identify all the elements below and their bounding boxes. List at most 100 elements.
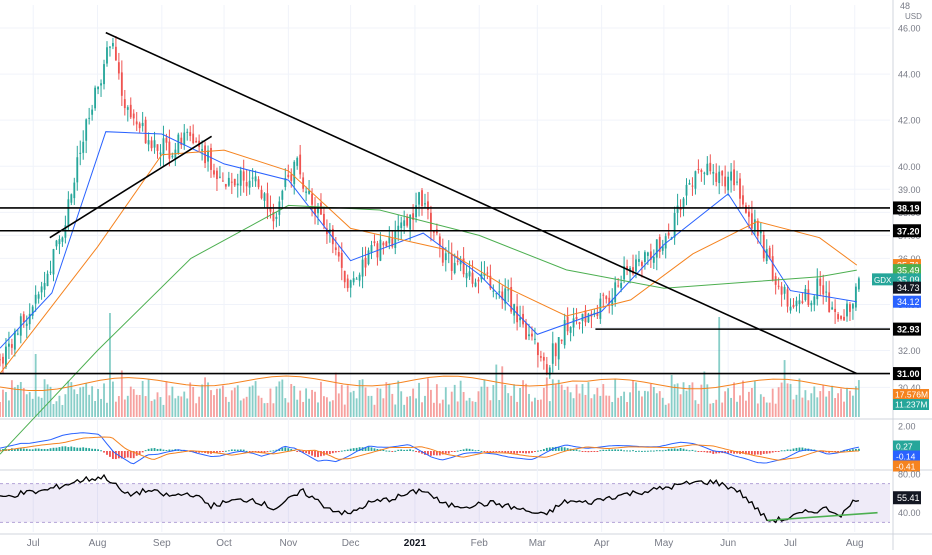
candle-body xyxy=(40,286,43,293)
candle-body xyxy=(224,184,227,187)
macd-histogram-bar xyxy=(789,449,792,451)
candle-body xyxy=(213,170,215,175)
volume-bar xyxy=(418,382,420,417)
candle-body xyxy=(123,99,126,109)
candle-body xyxy=(438,236,441,246)
volume-bar xyxy=(854,386,857,417)
macd-histogram-bar xyxy=(117,451,120,459)
volume-bar xyxy=(611,401,614,417)
volume-bar xyxy=(236,385,239,417)
volume-bar xyxy=(721,402,724,417)
volume-bar xyxy=(219,388,221,417)
macd-histogram-bar xyxy=(31,449,34,451)
candle-body xyxy=(418,192,420,205)
candle-body xyxy=(156,144,159,151)
candle-body xyxy=(849,304,851,312)
volume-bar xyxy=(658,391,661,417)
volume-bar xyxy=(263,403,266,417)
macd-label-box xyxy=(893,440,920,452)
volume-bar xyxy=(566,386,569,417)
macd-histogram-bar xyxy=(733,451,735,454)
macd-histogram-bar xyxy=(599,450,602,452)
volume-bar xyxy=(150,400,153,417)
macd-histogram-bar xyxy=(400,449,403,451)
volume-bar xyxy=(94,400,97,417)
candle-body xyxy=(691,185,694,187)
volume-bar xyxy=(554,383,557,417)
macd-histogram-bar xyxy=(296,451,299,452)
volume-bar xyxy=(103,383,105,417)
volume-bar xyxy=(525,383,527,417)
candle-body xyxy=(132,113,135,119)
macd-histogram-bar xyxy=(16,448,19,451)
macd-histogram-bar xyxy=(0,449,1,451)
macd-histogram-bar xyxy=(43,448,46,451)
volume-bar xyxy=(733,382,735,417)
candle-body xyxy=(510,286,513,312)
volume-bar xyxy=(171,386,174,417)
volume-bar xyxy=(578,393,581,417)
price-tick-label: 46.00 xyxy=(898,24,921,34)
volume-bar xyxy=(70,382,73,417)
candle-body xyxy=(733,169,735,186)
volume-bar xyxy=(599,395,602,417)
volume-bar xyxy=(649,383,652,417)
volume-bar xyxy=(528,393,530,417)
candle-body xyxy=(771,256,774,280)
symbol-tag-box xyxy=(872,273,893,286)
macd-histogram-bar xyxy=(649,450,652,452)
last-value-box xyxy=(893,264,921,277)
candle-body xyxy=(58,239,61,245)
volume-bar xyxy=(109,313,111,417)
macd-histogram-bar xyxy=(643,450,646,452)
volume-bar xyxy=(852,395,854,417)
volume-bar xyxy=(706,384,709,417)
candle-body xyxy=(168,141,171,159)
volume-bar xyxy=(694,400,697,417)
macd-histogram-bar xyxy=(801,447,804,451)
macd-histogram-bar xyxy=(786,449,789,451)
candle-body xyxy=(685,184,688,196)
macd-histogram-bar xyxy=(456,450,459,452)
macd-histogram-bar xyxy=(153,448,156,451)
macd-histogram-bar xyxy=(100,450,102,452)
candle-body xyxy=(242,171,245,181)
candle-body xyxy=(581,313,584,322)
volume-bar xyxy=(168,395,171,417)
macd-histogram-bar xyxy=(67,447,70,451)
volume-bar xyxy=(483,379,486,417)
candle-body xyxy=(471,272,474,284)
macd-histogram-bar xyxy=(367,446,370,451)
volume-bar xyxy=(379,388,382,417)
candle-body xyxy=(504,288,507,304)
rsi-tick-label: 80.00 xyxy=(898,469,921,479)
volume-bar xyxy=(828,391,831,417)
candle-body xyxy=(88,117,91,119)
macd-histogram-bar xyxy=(765,451,768,454)
candle-body xyxy=(216,170,218,179)
x-tick-label: Sep xyxy=(153,538,171,549)
volume-bar xyxy=(480,386,483,417)
volume-bar xyxy=(269,388,272,417)
macd-histogram-bar xyxy=(441,451,444,455)
level-label: 32.93 xyxy=(897,325,920,335)
volume-bar xyxy=(676,383,679,417)
macd-histogram-bar xyxy=(355,447,358,451)
macd-histogram-bar xyxy=(468,448,471,451)
macd-histogram-bar xyxy=(331,451,334,454)
macd-histogram-bar xyxy=(563,447,566,451)
volume-bar xyxy=(664,404,667,417)
macd-histogram-bar xyxy=(415,451,417,453)
candle-body xyxy=(534,338,536,340)
volume-bar xyxy=(771,388,774,417)
volume-bar xyxy=(207,382,209,417)
candle-body xyxy=(748,211,750,217)
volume-bar xyxy=(531,401,533,417)
candle-body xyxy=(272,211,275,222)
candle-body xyxy=(382,242,385,246)
macd-histogram-bar xyxy=(406,449,409,451)
volume-bar xyxy=(186,398,189,417)
x-tick-label: Jul xyxy=(27,538,40,549)
candle-body xyxy=(474,282,477,287)
candle-body xyxy=(450,253,453,271)
